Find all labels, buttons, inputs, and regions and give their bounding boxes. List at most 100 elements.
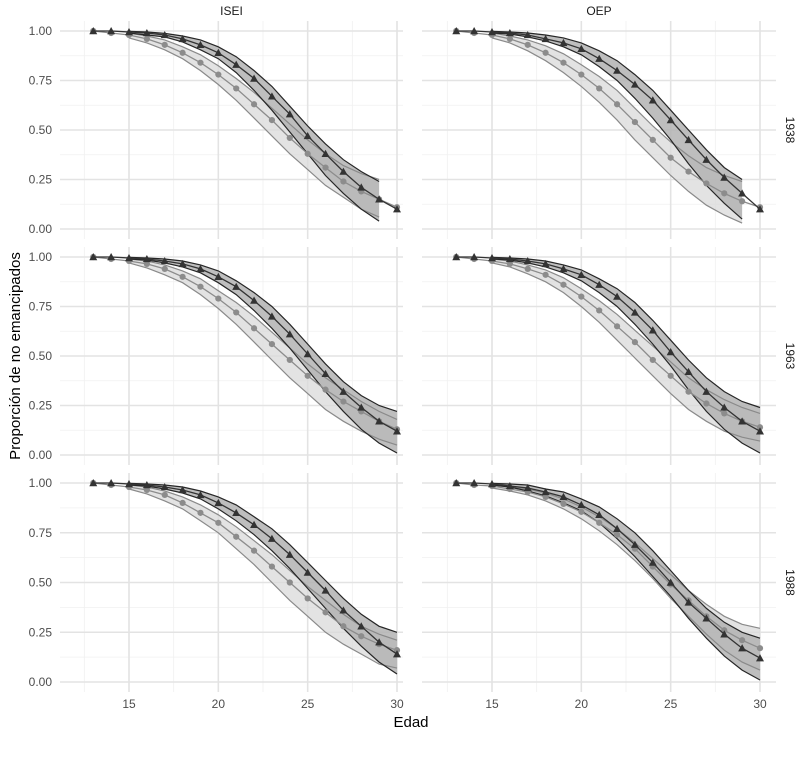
data-point-triangle	[648, 326, 657, 334]
data-point-triangle	[648, 558, 657, 566]
data-point-circle	[340, 623, 347, 630]
data-point-triangle	[595, 510, 604, 519]
data-point-circle	[250, 547, 258, 554]
row-strip-label: 1938	[783, 117, 797, 144]
data-point-triangle	[756, 654, 764, 662]
data-point-triangle	[541, 34, 550, 43]
data-point-triangle	[267, 92, 276, 100]
data-point-circle	[179, 49, 186, 56]
data-point-circle	[756, 645, 764, 652]
data-point-circle	[613, 101, 621, 108]
data-point-triangle	[738, 417, 747, 425]
data-point-triangle	[756, 205, 764, 213]
data-point-circle	[631, 339, 639, 346]
band-upper-line-triangle	[491, 256, 761, 409]
data-point-circle	[215, 519, 222, 526]
y-tick-label: 1.00	[29, 24, 53, 38]
data-point-triangle	[488, 27, 496, 36]
panel-oep-1963	[422, 247, 776, 465]
confidence-band-circle	[129, 259, 397, 446]
row-strip-label: 1963	[783, 343, 797, 370]
panel-oep-1938	[422, 21, 776, 239]
data-point-triangle	[666, 348, 675, 356]
x-tick-label: 25	[301, 697, 315, 711]
data-point-triangle	[559, 264, 568, 273]
data-point-circle	[268, 117, 276, 124]
data-point-triangle	[357, 183, 366, 191]
data-point-circle	[268, 341, 276, 348]
panel-isei-1938	[60, 21, 403, 239]
data-point-triangle	[577, 270, 586, 279]
data-point-triangle	[738, 644, 747, 652]
band-lower-line-circle	[491, 487, 761, 671]
data-point-triangle	[541, 259, 550, 268]
data-point-triangle	[357, 622, 366, 630]
data-point-circle	[233, 533, 240, 540]
data-point-circle	[578, 293, 585, 300]
data-point-triangle	[375, 417, 384, 425]
data-point-triangle	[630, 80, 639, 88]
data-point-circle	[542, 271, 549, 278]
data-point-triangle	[89, 479, 98, 487]
data-point-triangle	[357, 403, 366, 411]
data-point-triangle	[488, 479, 496, 488]
y-tick-label: 0.50	[29, 349, 53, 363]
y-tick-label: 0.50	[29, 576, 53, 590]
data-point-circle	[739, 637, 746, 644]
data-point-triangle	[630, 308, 639, 316]
data-point-triangle	[523, 483, 532, 492]
y-tick-label: 0.00	[29, 448, 53, 462]
data-point-circle	[613, 531, 621, 538]
data-point-circle	[524, 265, 531, 272]
data-point-triangle	[470, 27, 479, 35]
data-point-circle	[143, 35, 150, 43]
data-point-circle	[161, 41, 168, 48]
data-point-triangle	[488, 253, 496, 262]
x-tick-label: 20	[575, 697, 589, 711]
data-point-triangle	[250, 74, 259, 82]
data-point-triangle	[666, 578, 675, 586]
data-point-circle	[215, 71, 222, 78]
data-point-circle	[286, 579, 293, 586]
y-tick-label: 1.00	[29, 250, 53, 264]
data-point-triangle	[125, 479, 133, 488]
data-point-triangle	[702, 155, 711, 163]
data-point-circle	[322, 386, 329, 393]
band-lower-line-circle	[491, 37, 743, 224]
data-point-triangle	[684, 367, 693, 376]
data-point-circle	[215, 295, 222, 302]
band-lower-line-triangle	[491, 258, 761, 454]
data-point-circle	[143, 486, 150, 494]
x-tick-label: 15	[485, 697, 499, 711]
data-point-triangle	[89, 253, 98, 261]
x-tick-label: 20	[212, 697, 226, 711]
data-point-circle	[143, 260, 150, 268]
y-tick-label: 0.25	[29, 173, 53, 187]
data-point-circle	[506, 35, 513, 43]
confidence-band-circle	[129, 485, 397, 669]
data-point-triangle	[339, 387, 348, 395]
data-point-triangle	[89, 27, 98, 35]
data-point-circle	[560, 281, 567, 288]
data-point-triangle	[505, 28, 514, 37]
data-point-triangle	[107, 27, 116, 35]
data-point-triangle	[321, 369, 330, 378]
data-point-circle	[613, 323, 621, 330]
panel-isei-1963	[60, 247, 403, 465]
data-point-triangle	[250, 296, 259, 304]
data-point-triangle	[178, 259, 187, 268]
y-tick-label: 0.25	[29, 399, 53, 413]
panel-oep-1988	[422, 473, 776, 692]
data-point-circle	[322, 609, 329, 616]
data-point-triangle	[595, 280, 604, 288]
data-point-triangle	[470, 479, 479, 487]
y-axis-title: Proporción de no emancipados	[7, 252, 24, 460]
data-point-circle	[596, 85, 603, 92]
axis-labels: Edad Proporción de no emancipados	[7, 252, 429, 731]
data-point-circle	[250, 325, 258, 332]
data-point-circle	[703, 180, 710, 187]
data-point-circle	[524, 41, 531, 48]
data-point-triangle	[303, 568, 312, 576]
band-upper-line-circle	[491, 258, 761, 414]
